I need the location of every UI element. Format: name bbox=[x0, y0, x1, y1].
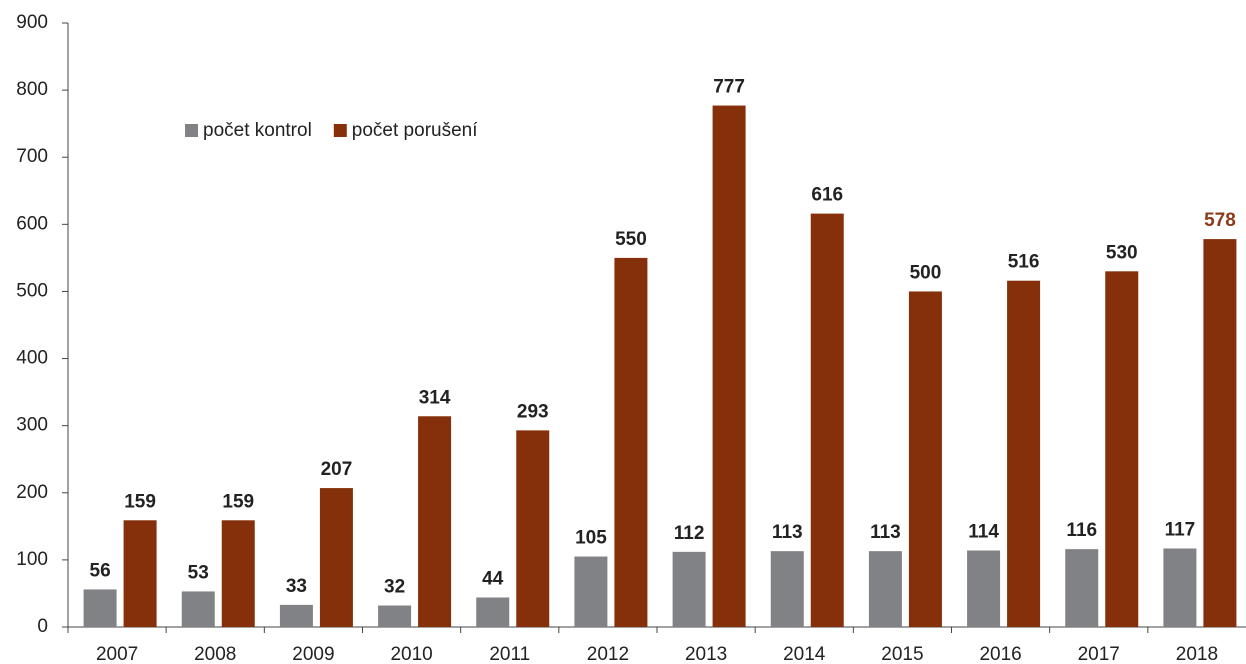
data-label: 293 bbox=[517, 401, 549, 422]
bar bbox=[221, 520, 255, 627]
x-tick-label: 2012 bbox=[587, 644, 629, 664]
data-label: 616 bbox=[811, 185, 843, 206]
x-tick-label: 2010 bbox=[390, 644, 432, 664]
data-label: 159 bbox=[124, 491, 156, 512]
bar bbox=[1065, 549, 1099, 627]
bar bbox=[810, 213, 844, 627]
legend-label: počet kontrol bbox=[203, 120, 312, 141]
bar bbox=[1007, 280, 1041, 627]
x-tick-label: 2016 bbox=[979, 644, 1021, 664]
bar bbox=[1163, 548, 1197, 627]
x-tick-label: 2018 bbox=[1176, 644, 1218, 664]
bar bbox=[770, 551, 804, 627]
y-tick-label: 900 bbox=[16, 12, 48, 33]
bar bbox=[418, 416, 452, 627]
data-label: 32 bbox=[384, 577, 405, 598]
data-label: 105 bbox=[575, 528, 607, 549]
data-label: 33 bbox=[286, 576, 307, 597]
x-tick-label: 2008 bbox=[194, 644, 236, 664]
data-label: 53 bbox=[188, 562, 209, 583]
x-tick-label: 2007 bbox=[96, 644, 138, 664]
data-label: 550 bbox=[615, 229, 647, 250]
bar bbox=[1105, 271, 1139, 627]
y-tick-label: 0 bbox=[37, 616, 48, 637]
legend-label: počet porušení bbox=[352, 120, 478, 141]
data-label: 530 bbox=[1106, 242, 1138, 263]
x-tick-label: 2017 bbox=[1078, 644, 1120, 664]
legend-swatch bbox=[185, 124, 198, 137]
x-tick-label: 2015 bbox=[881, 644, 923, 664]
x-tick-label: 2009 bbox=[292, 644, 334, 664]
data-label: 113 bbox=[772, 522, 803, 543]
bar bbox=[967, 550, 1001, 627]
bar bbox=[83, 589, 117, 627]
bar bbox=[574, 556, 608, 627]
bar bbox=[378, 605, 412, 627]
bar bbox=[672, 551, 706, 627]
x-tick-label: 2013 bbox=[685, 644, 727, 664]
bar bbox=[908, 291, 942, 627]
data-label: 159 bbox=[222, 491, 254, 512]
bar bbox=[279, 604, 313, 627]
data-label: 44 bbox=[482, 568, 504, 589]
data-label: 116 bbox=[1066, 520, 1097, 541]
y-tick-label: 800 bbox=[16, 79, 48, 100]
bar bbox=[712, 105, 746, 627]
y-tick-label: 100 bbox=[16, 549, 48, 570]
y-tick-label: 500 bbox=[16, 280, 48, 301]
data-label: 112 bbox=[674, 523, 705, 544]
data-label: 113 bbox=[870, 522, 901, 543]
y-tick-label: 600 bbox=[16, 213, 48, 234]
data-label: 314 bbox=[419, 387, 451, 408]
bar bbox=[868, 551, 902, 627]
bar bbox=[476, 597, 510, 627]
x-tick-label: 2014 bbox=[783, 644, 826, 664]
bar bbox=[614, 257, 648, 627]
data-label: 777 bbox=[713, 77, 745, 98]
y-tick-label: 700 bbox=[16, 146, 48, 167]
data-label: 207 bbox=[321, 459, 353, 480]
legend-swatch bbox=[333, 124, 347, 137]
bar bbox=[1203, 239, 1237, 627]
data-label: 516 bbox=[1008, 252, 1040, 273]
bar bbox=[319, 488, 353, 627]
data-label: 117 bbox=[1165, 519, 1196, 540]
bar bbox=[181, 591, 215, 627]
data-label: 500 bbox=[910, 262, 942, 283]
data-label: 56 bbox=[90, 560, 111, 581]
y-tick-label: 200 bbox=[16, 482, 48, 503]
data-label: 578 bbox=[1204, 210, 1236, 231]
y-tick-label: 400 bbox=[16, 348, 48, 369]
bar bbox=[516, 430, 550, 627]
data-label: 114 bbox=[968, 522, 999, 543]
y-tick-label: 300 bbox=[16, 415, 48, 436]
bar bbox=[123, 520, 157, 627]
x-tick-label: 2011 bbox=[489, 644, 530, 664]
